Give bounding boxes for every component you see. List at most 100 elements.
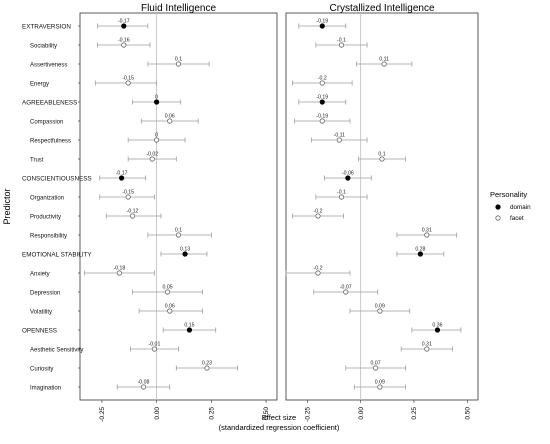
domain-point <box>434 327 441 333</box>
facet-point <box>315 270 321 276</box>
facet-point <box>377 384 383 390</box>
data-label: -0.18 <box>113 266 125 272</box>
data-label: -0.19 <box>316 95 328 101</box>
facet-label: Assertiveness <box>30 63 67 69</box>
facet-label: Aesthetic Sensitivity <box>30 348 83 354</box>
data-label: 0.15 <box>184 323 194 329</box>
facet-point <box>167 308 173 314</box>
domain-point <box>118 175 125 181</box>
domain-point <box>186 327 193 333</box>
facet-point <box>424 232 430 238</box>
domain-point <box>345 175 351 181</box>
facet-label: Volatility <box>30 310 52 316</box>
facet-point <box>343 289 349 295</box>
domain-point <box>154 99 160 105</box>
facet-point <box>372 365 379 371</box>
legend-domain-marker <box>495 204 501 210</box>
domain-point <box>319 99 325 105</box>
facet-point <box>379 156 385 162</box>
data-label: 0.11 <box>379 57 389 63</box>
panel-frame <box>285 12 479 401</box>
facet-point <box>129 213 136 219</box>
domain-point <box>121 23 127 29</box>
facet-label: Responsibility <box>30 234 67 240</box>
data-label: -0.19 <box>316 19 328 25</box>
facet-label: Respectfulness <box>30 139 71 145</box>
data-label: -0.12 <box>127 209 139 215</box>
x-axis-subtitle: (standardized regression coefficient) <box>219 423 340 432</box>
facet-point <box>151 346 158 352</box>
data-label: -0.06 <box>342 171 354 177</box>
x-tick-label: -0.25 <box>99 407 106 422</box>
facet-label: Curiosity <box>30 367 53 373</box>
facet-point <box>140 384 147 390</box>
domain-label: AGREEABLENESS <box>22 100 77 107</box>
facet-point <box>204 365 210 371</box>
data-label: -0.02 <box>146 152 158 158</box>
data-label: 0.09 <box>375 380 385 386</box>
facet-label: Imagination <box>30 386 61 392</box>
facet-point <box>319 80 325 86</box>
domain-label: OPENNESS <box>22 328 57 335</box>
facet-point <box>338 42 345 48</box>
facet-point <box>175 61 182 67</box>
legend-title: Personality <box>490 190 527 199</box>
facet-point <box>154 137 160 143</box>
x-tick-label: -0.25 <box>305 407 312 422</box>
facet-label: Energy <box>30 82 49 88</box>
facet-point <box>175 232 182 238</box>
facet-label: Trust <box>30 158 44 164</box>
data-label: -0.01 <box>149 342 161 348</box>
data-label: 0.06 <box>165 304 175 310</box>
x-tick-label: 0.00 <box>358 407 365 420</box>
facet-point <box>336 137 342 143</box>
facet-point <box>167 118 173 124</box>
data-label: -0.17 <box>116 171 128 177</box>
facet-point <box>315 213 321 219</box>
data-label: -0.2 <box>314 209 323 215</box>
facet-point <box>381 61 387 67</box>
x-tick-label: 0.50 <box>465 407 472 420</box>
domain-point <box>319 23 325 29</box>
data-label: 0.1 <box>378 152 385 158</box>
legend-facet-marker <box>495 215 501 221</box>
facet-point <box>125 80 131 86</box>
facet-label: Depression <box>30 291 60 297</box>
legend-label: domain <box>510 204 531 211</box>
data-label: 0.07 <box>371 361 381 367</box>
panel-title: Crystallized Intelligence <box>329 3 434 14</box>
x-tick-label: 0.50 <box>263 407 270 420</box>
data-label: 0.31 <box>422 342 432 348</box>
data-label: 0.28 <box>415 247 425 253</box>
facet-point <box>116 270 123 276</box>
x-tick-label: 0.25 <box>209 407 216 420</box>
data-label: 0.09 <box>375 304 385 310</box>
panel-title: Fluid Intelligence <box>141 3 216 14</box>
facet-point <box>125 194 131 200</box>
domain-label: CONSCIENTIOUSNESS <box>22 176 92 183</box>
facet-point <box>377 308 383 314</box>
data-label: 0 <box>155 95 158 101</box>
domain-point <box>182 251 188 257</box>
data-label: 0.1 <box>175 57 182 63</box>
data-label: -0.2 <box>318 76 327 82</box>
facet-label: Anxiety <box>30 272 50 278</box>
facet-point <box>164 289 171 295</box>
x-tick-label: 0.25 <box>411 407 418 420</box>
domain-label: EMOTIONAL STABILITY <box>22 252 92 259</box>
data-label: -0.15 <box>122 190 134 196</box>
facet-label: Productivity <box>30 215 61 221</box>
data-label: -0.07 <box>340 285 352 291</box>
data-label: -0.1 <box>337 38 346 44</box>
data-label: -0.17 <box>118 19 130 25</box>
data-label: 0.1 <box>175 228 182 234</box>
facet-label: Sociability <box>30 44 57 50</box>
panel-frame <box>79 12 278 401</box>
data-label: 0.23 <box>202 361 212 367</box>
data-label: 0.05 <box>163 285 173 291</box>
facet-point <box>424 346 430 352</box>
data-label: -0.11 <box>334 133 346 139</box>
data-label: -0.19 <box>316 114 328 120</box>
x-tick-label: 0.00 <box>154 407 161 420</box>
